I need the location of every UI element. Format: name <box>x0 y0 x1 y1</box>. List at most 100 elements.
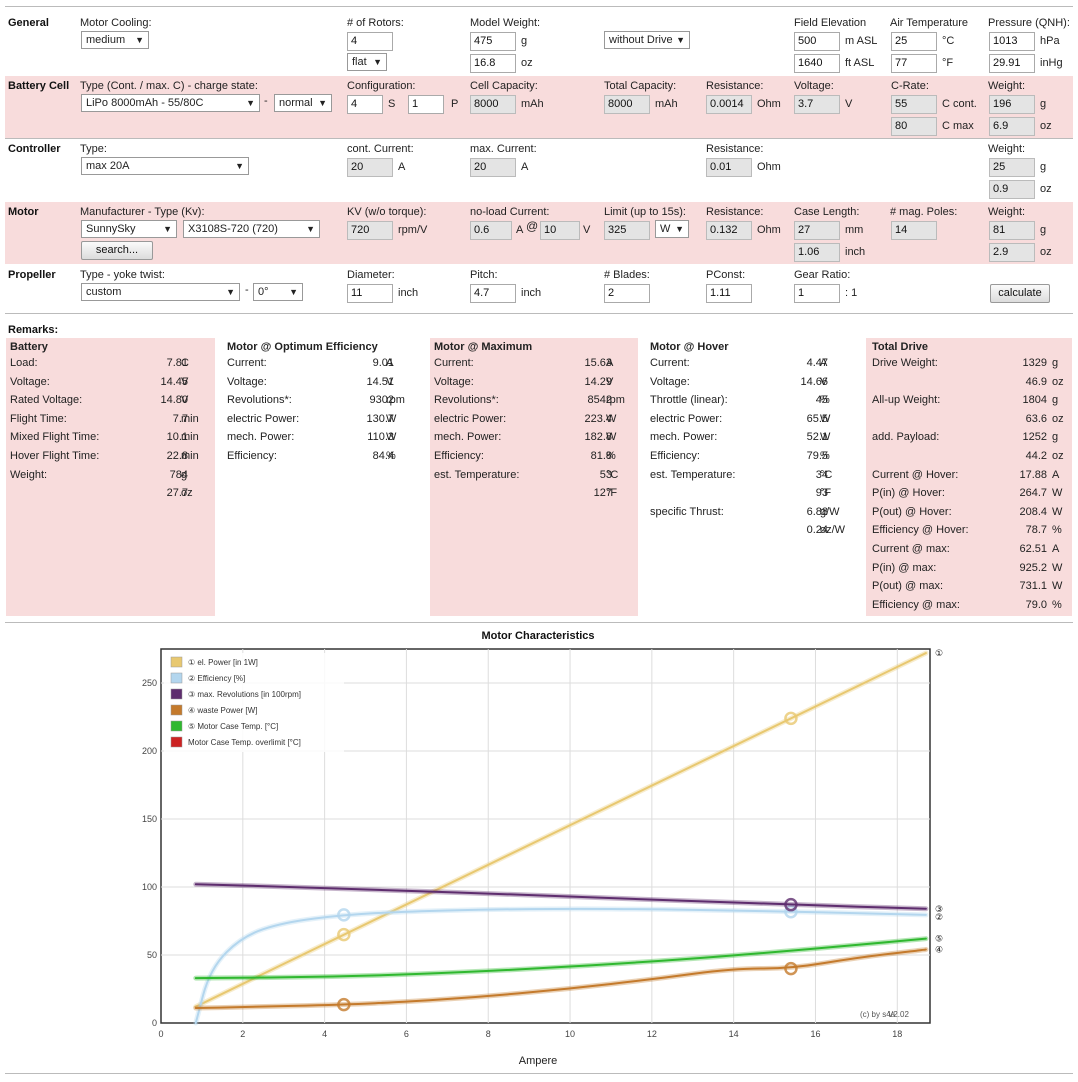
remarks-label: Remarks: <box>8 324 59 336</box>
result-label: Current: <box>227 357 267 369</box>
unit-rpm-v: rpm/V <box>398 224 428 236</box>
unit-p: P <box>451 98 459 110</box>
config-s-input[interactable]: 4 <box>347 95 383 114</box>
noload-voltage-value: 10 <box>540 221 580 240</box>
unit-mm: mm <box>845 224 864 236</box>
result-value: 9.01 <box>372 357 394 369</box>
case-length-inch-value: 1.06 <box>794 243 840 262</box>
case-length-label: Case Length: <box>794 206 860 218</box>
result-value: 62.51 <box>1019 543 1047 555</box>
prop-type-label: Type - yoke twist: <box>80 269 165 281</box>
series-point-marker <box>337 927 351 942</box>
prop-type-select[interactable]: custom ▼ <box>81 283 240 301</box>
unit-mah: mAh <box>521 98 544 110</box>
result-value: 1329 <box>1022 357 1047 369</box>
pressure-hpa-input[interactable]: 1013 <box>989 32 1035 51</box>
x-tick-label: 4 <box>322 1029 327 1039</box>
x-tick-label: 10 <box>565 1029 575 1039</box>
result-unit: V <box>181 375 189 388</box>
motor-model-select[interactable]: X3108S-720 (720) ▼ <box>183 220 320 238</box>
dropdown-arrow-icon: ▼ <box>235 161 244 171</box>
result-unit: A <box>386 357 394 369</box>
limit-value: 325 <box>604 221 650 240</box>
separator <box>5 313 1073 314</box>
result-label: Efficiency: <box>227 450 277 462</box>
limit-unit-value: W <box>660 223 671 235</box>
motor-cooling-select[interactable]: medium ▼ <box>81 31 149 49</box>
series-end-label: ④ <box>935 946 943 956</box>
diameter-label: Diameter: <box>347 269 395 281</box>
diameter-input[interactable]: 11 <box>347 284 393 303</box>
propeller-label: Propeller <box>8 269 56 281</box>
model-weight-label: Model Weight: <box>470 17 541 29</box>
result-label: All-up Weight: <box>872 394 941 407</box>
result-unit: W <box>606 431 617 444</box>
rotors-input[interactable]: 4 <box>347 32 393 51</box>
result-label: Revolutions*: <box>227 394 292 407</box>
config-p-input[interactable]: 1 <box>408 95 444 114</box>
result-label: Weight: <box>10 468 48 481</box>
charge-state-value: normal <box>279 97 313 109</box>
result-value: 46.9 <box>1025 375 1047 388</box>
result-unit: °C <box>606 468 619 481</box>
dropdown-arrow-icon: ▼ <box>675 224 684 234</box>
controller-type-select[interactable]: max 20A ▼ <box>81 157 249 175</box>
result-unit: A <box>1052 468 1060 481</box>
charge-state-select[interactable]: normal ▼ <box>274 94 332 112</box>
result-value: 14.66 <box>800 375 828 388</box>
unit-oz: oz <box>1040 120 1052 132</box>
air-temp-f-input[interactable]: 77 <box>891 54 937 73</box>
yoke-twist-select[interactable]: 0° ▼ <box>253 283 303 301</box>
result-label: Mixed Flight Time: <box>10 431 100 444</box>
controller-weight-g-value: 25 <box>989 158 1035 177</box>
y-tick-label: 250 <box>142 678 157 688</box>
pressure-inhg-input[interactable]: 29.91 <box>989 54 1035 73</box>
series-end-label: ① <box>935 649 943 659</box>
max-current-label: max. Current: <box>470 143 537 155</box>
result-unit: % <box>820 450 830 462</box>
model-weight-oz-input[interactable]: 16.8 <box>470 54 516 73</box>
blades-input[interactable]: 2 <box>604 284 650 303</box>
result-value: 52.1 <box>806 431 828 444</box>
unit-g: g <box>1040 161 1047 173</box>
result-value: 81.8 <box>590 450 612 462</box>
motor-manufacturer-select[interactable]: SunnySky ▼ <box>81 220 177 238</box>
result-label: Throttle (linear): <box>650 394 728 407</box>
result-value: 7.81 <box>166 357 188 369</box>
air-temp-c-input[interactable]: 25 <box>891 32 937 51</box>
battery-weight-oz-value: 6.9 <box>989 117 1035 136</box>
dropdown-arrow-icon: ▼ <box>226 287 235 297</box>
elevation-ft-input[interactable]: 1640 <box>794 54 840 73</box>
result-label: P(in) @ max: <box>872 561 937 574</box>
gear-ratio-label: Gear Ratio: <box>794 269 851 281</box>
calculate-button[interactable]: calculate <box>990 284 1050 303</box>
limit-unit-select[interactable]: W ▼ <box>655 220 689 238</box>
controller-weight-label: Weight: <box>988 143 1026 155</box>
cont-current-label: cont. Current: <box>347 143 414 155</box>
result-label: mech. Power: <box>434 431 502 444</box>
y-tick-label: 150 <box>142 814 157 824</box>
battery-cell-label: Battery Cell <box>8 80 70 92</box>
search-button[interactable]: search... <box>81 241 153 260</box>
pconst-input[interactable]: 1.11 <box>706 284 752 303</box>
elevation-m-input[interactable]: 500 <box>794 32 840 51</box>
kv-label: KV (w/o torque): <box>347 206 427 218</box>
x-tick-label: 18 <box>892 1029 902 1039</box>
general-label: General <box>8 17 49 29</box>
result-value: 7.7 <box>172 412 188 425</box>
model-weight-g-input[interactable]: 475 <box>470 32 516 51</box>
series-point-marker <box>337 908 351 922</box>
drive-value: without Drive <box>609 34 673 46</box>
result-label: Drive Weight: <box>872 357 938 369</box>
unit-c-cont: C cont. <box>942 98 977 110</box>
drive-select[interactable]: without Drive ▼ <box>604 31 690 49</box>
gear-ratio-input[interactable]: 1 <box>794 284 840 303</box>
battery-type-select[interactable]: LiPo 8000mAh - 55/80C ▼ <box>81 94 260 112</box>
result-value: 925.2 <box>1019 561 1047 574</box>
series-end-label: ② <box>935 913 943 923</box>
pitch-input[interactable]: 4.7 <box>470 284 516 303</box>
result-value: 1804 <box>1022 394 1047 407</box>
y-tick-label: 50 <box>147 950 157 960</box>
frame-select[interactable]: flat ▼ <box>347 53 387 71</box>
separator <box>5 1073 1073 1074</box>
